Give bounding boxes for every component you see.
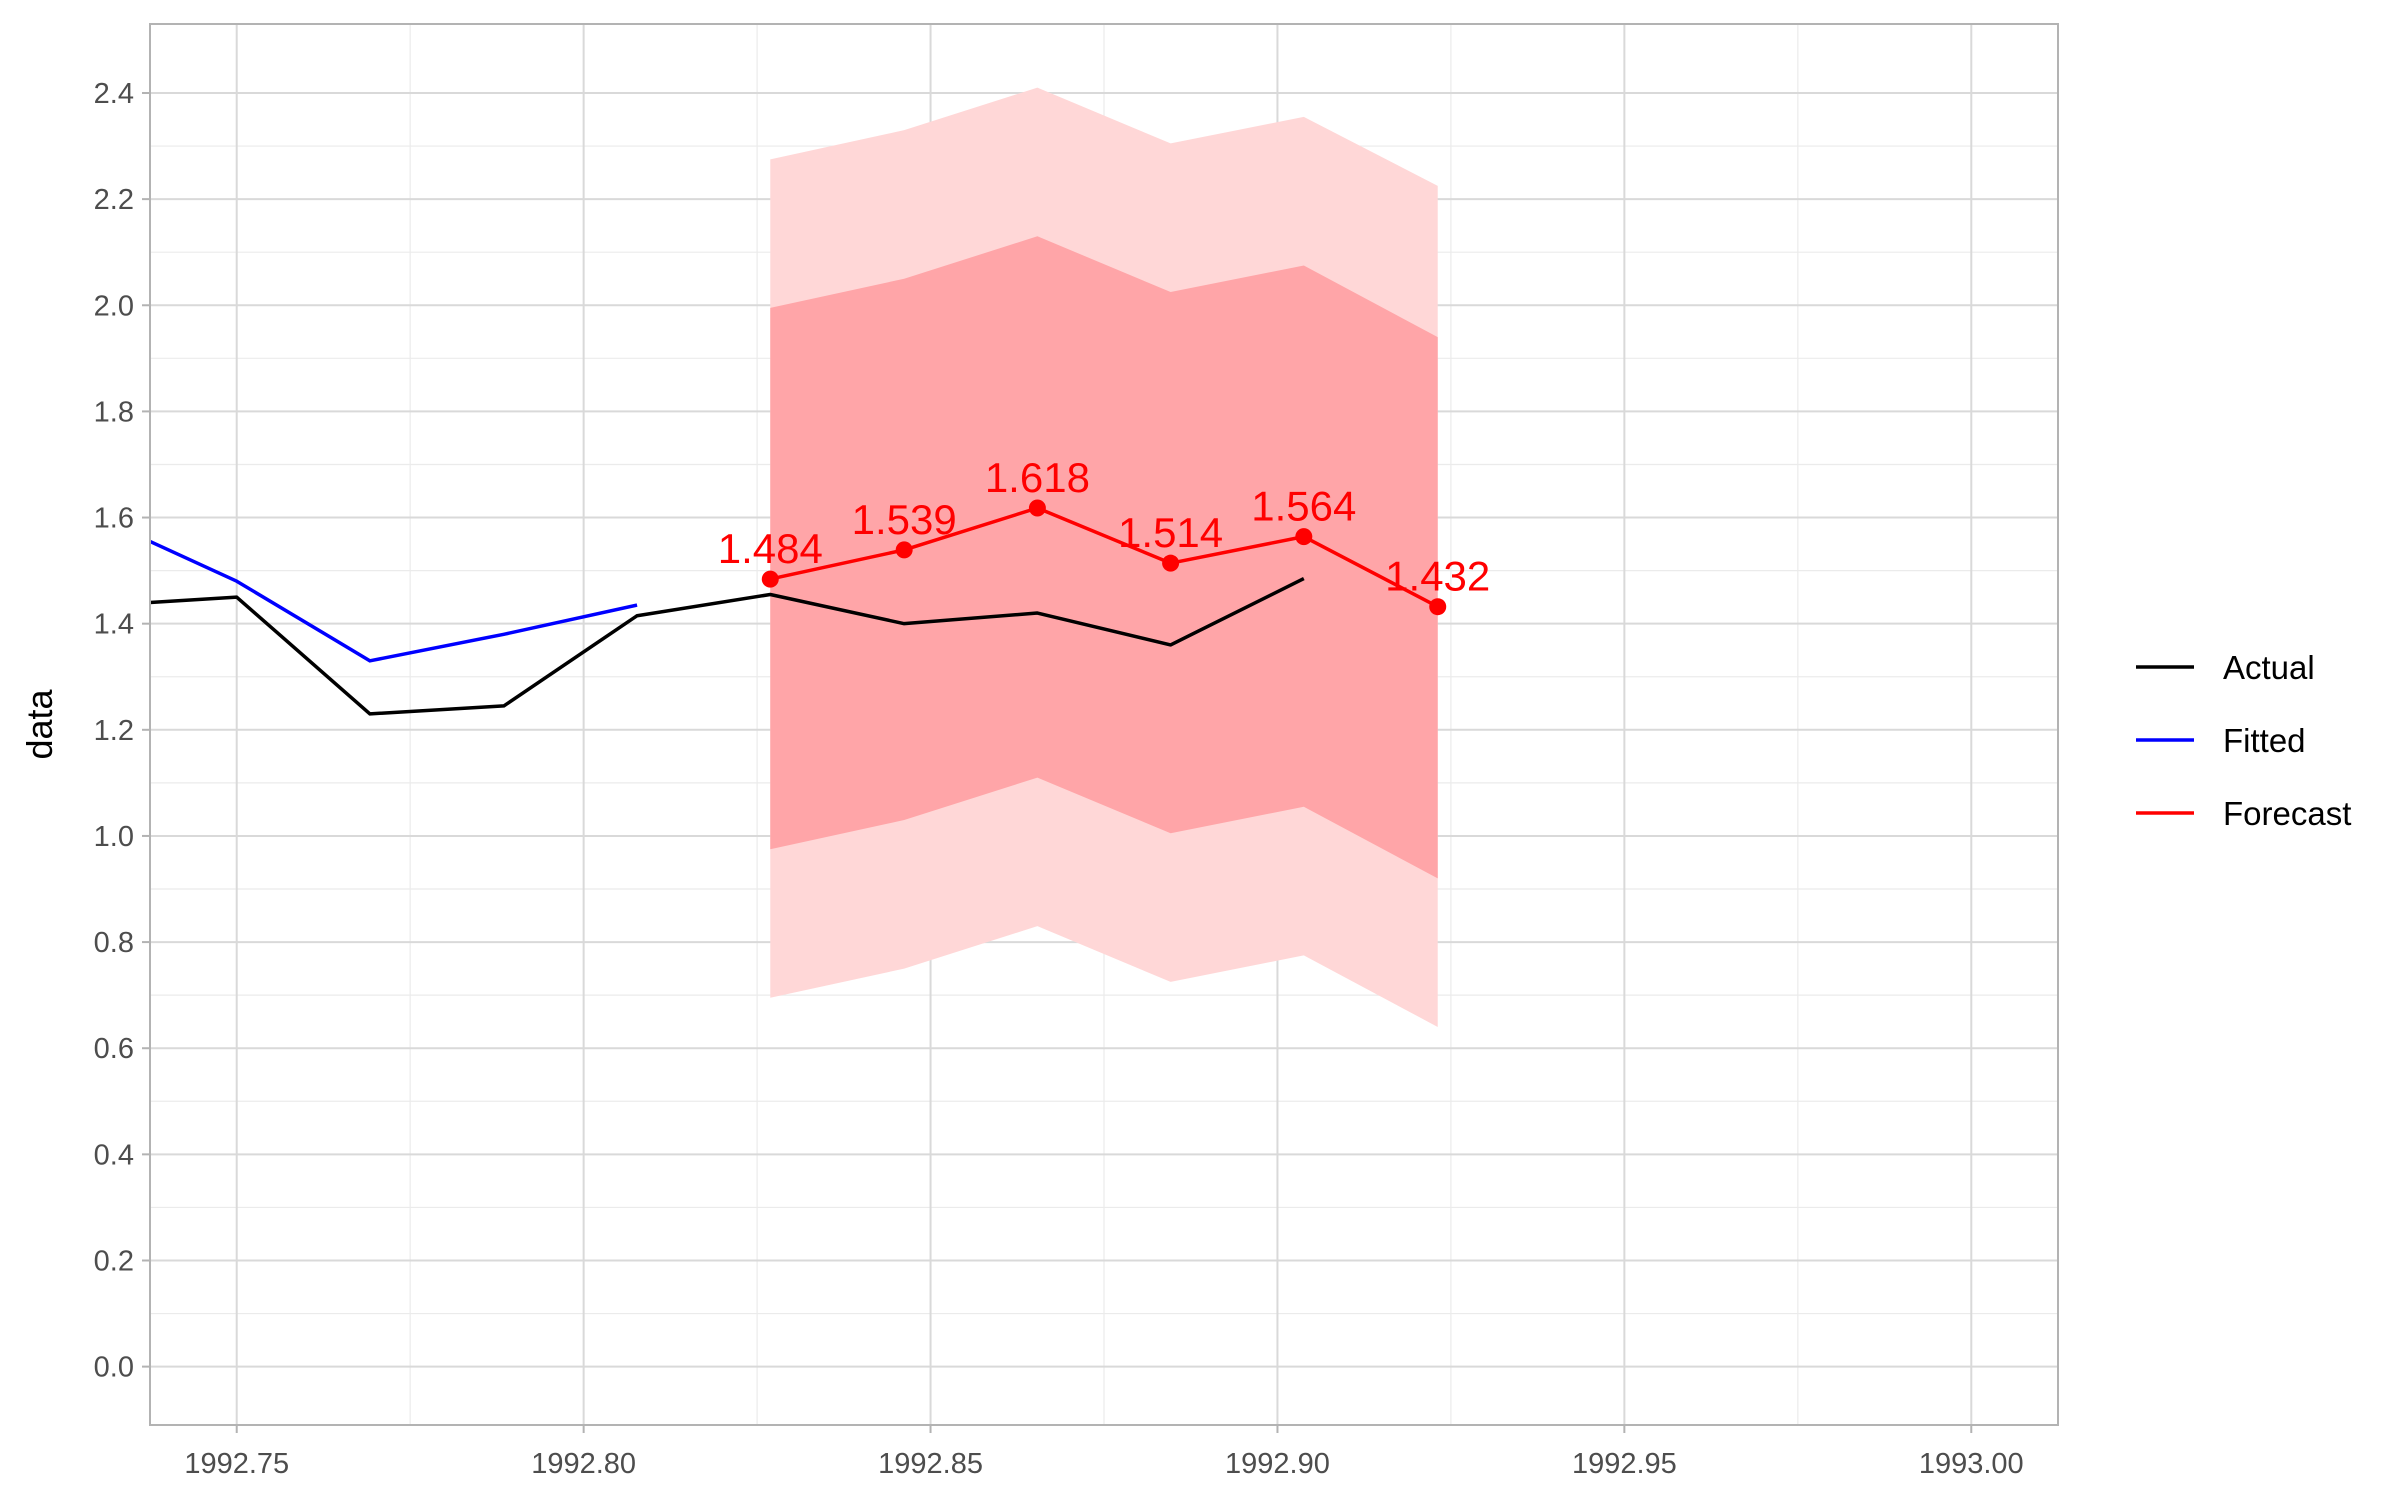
- fitted-line: [149, 539, 638, 663]
- legend: Actual Fitted Forecast: [2136, 649, 2351, 832]
- forecast-data-label: 1.564: [1251, 483, 1356, 530]
- y-tick-label: 0.8: [94, 927, 134, 959]
- x-tick-label: 1992.90: [1225, 1448, 1330, 1480]
- forecast-line: [769, 506, 1439, 609]
- axes: 1992.75 1992.80 1992.85 1992.90 1992.95 1993.…: [94, 78, 2024, 1480]
- y-tick-label: 1.2: [94, 715, 134, 747]
- y-axis-title: data: [19, 688, 60, 759]
- actual-line: [149, 576, 1305, 716]
- forecast-point: [1028, 499, 1046, 517]
- forecast-intervals: [770, 87, 1438, 1027]
- y-tick-label: 0.2: [94, 1245, 134, 1277]
- forecast-data-label: 1.618: [985, 454, 1090, 501]
- forecast-data-label: 1.514: [1118, 509, 1223, 556]
- legend-label-actual: Actual: [2223, 649, 2315, 686]
- forecast-point: [1162, 554, 1180, 572]
- x-tick-label: 1992.85: [878, 1448, 983, 1480]
- forecast-point: [1295, 528, 1313, 546]
- legend-label-fitted: Fitted: [2223, 722, 2306, 759]
- data-labels: 1.484 1.539 1.618 1.514 1.564 1.432: [718, 454, 1491, 600]
- forecast-point: [895, 541, 913, 559]
- y-tick-label: 1.4: [94, 609, 134, 641]
- forecast-data-label: 1.484: [718, 525, 823, 572]
- x-tick-label: 1992.95: [1572, 1448, 1677, 1480]
- forecast-points: [761, 499, 1447, 616]
- y-tick-label: 2.4: [94, 78, 134, 110]
- x-tick-label: 1992.80: [531, 1448, 636, 1480]
- y-tick-label: 1.6: [94, 503, 134, 535]
- y-tick-label: 0.6: [94, 1033, 134, 1065]
- forecast-point: [761, 570, 779, 588]
- plot-panel-border: [149, 23, 2059, 1426]
- forecast-point: [1429, 598, 1447, 616]
- y-tick-label: 0.0: [94, 1352, 134, 1384]
- x-tick-label: 1993.00: [1919, 1448, 2024, 1480]
- forecast-data-label: 1.539: [852, 496, 957, 543]
- forecast-data-label: 1.432: [1385, 553, 1490, 600]
- y-tick-label: 1.8: [94, 396, 134, 428]
- legend-label-forecast: Forecast: [2223, 795, 2351, 832]
- x-tick-label: 1992.75: [184, 1448, 289, 1480]
- y-tick-label: 2.2: [94, 184, 134, 216]
- y-tick-label: 1.0: [94, 821, 134, 853]
- inner-interval-band: [770, 236, 1438, 879]
- y-tick-label: 0.4: [94, 1139, 134, 1171]
- y-tick-label: 2.0: [94, 290, 134, 322]
- series-lines: [149, 506, 1439, 716]
